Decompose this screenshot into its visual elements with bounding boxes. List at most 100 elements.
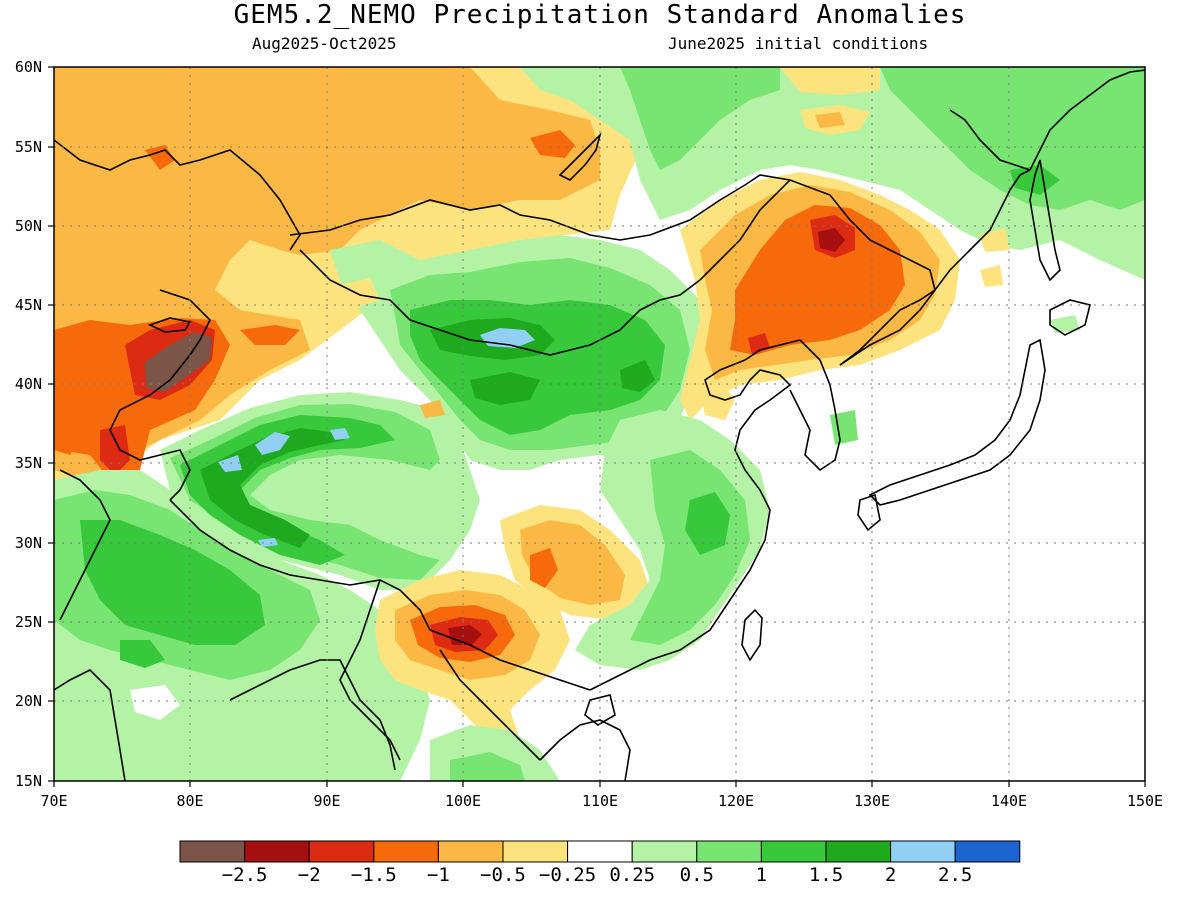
lat-label: 30N [15, 534, 42, 552]
lon-label: 80E [176, 792, 203, 810]
lon-label: 110E [582, 792, 618, 810]
colorbar-swatch [567, 840, 633, 863]
lat-label: 25N [15, 613, 42, 631]
colorbar-swatch [696, 840, 762, 863]
dry-siberia-patch2 [780, 67, 880, 95]
colorbar-swatch [890, 840, 956, 863]
colorbar-swatch [308, 840, 375, 863]
colorbar-label: 2 [885, 864, 896, 886]
colorbar-swatch [760, 840, 827, 863]
wet-region-indochina [450, 752, 525, 781]
taiwan [741, 608, 763, 662]
colorbar-label: −2 [298, 864, 321, 886]
coast-korea [789, 339, 841, 472]
lon-axis-labels: 70E 80E 90E 100E 110E 120E 130E 140E 150… [40, 792, 1163, 810]
lon-label: 120E [718, 792, 754, 810]
border-russia-mongolia [289, 174, 791, 241]
colorbar-swatch [244, 840, 310, 863]
lat-axis-labels: 15N 20N 25N 30N 35N 40N 45N 50N 55N 60N [15, 58, 42, 790]
colorbar-label: −1.5 [351, 864, 397, 886]
sakhalin [1029, 159, 1061, 282]
coast-okhotsk-inner [949, 109, 1031, 171]
dry-region-north-orange3 [530, 130, 575, 158]
coast-indochina [539, 719, 631, 781]
lat-label: 45N [15, 296, 42, 314]
colorbar-label: 2.5 [938, 864, 972, 886]
lat-label: 50N [15, 217, 42, 235]
colorbar: −2.5 −2 −1.5 −1 −0.5 −0.25 0.25 0.5 1 1.5 2 2.5 [179, 840, 1021, 886]
lat-label: 60N [15, 58, 42, 76]
dry-region-southchina-orange [530, 548, 558, 588]
wet-blue-4 [258, 538, 278, 547]
dry-hokkaido [980, 265, 1003, 287]
lat-label: 35N [15, 454, 42, 472]
coast-russia-pacific [839, 169, 1031, 366]
dry-region-north-orange4 [240, 325, 300, 345]
dry-region-north-orange5 [54, 385, 90, 455]
border-laos [439, 649, 541, 761]
grid-lines [54, 67, 1145, 781]
dry-kamchatka [980, 228, 1010, 252]
dry-north-patch-yellow [340, 278, 380, 308]
coast-okhotsk [1029, 69, 1145, 171]
wet-region-fareast-mid [1010, 165, 1060, 195]
border-china-vietnam [429, 629, 591, 691]
lake-balkhash [147, 317, 192, 333]
lat-label: 40N [15, 375, 42, 393]
border-myanmar [339, 579, 401, 761]
tick-marks [48, 66, 1146, 787]
dry-region-north-orange2 [145, 145, 175, 170]
lon-label: 140E [991, 792, 1027, 810]
dry-region-ne-orange [730, 205, 905, 355]
colorbar-swatch [502, 840, 569, 863]
lon-label: 130E [854, 792, 890, 810]
wet-region-india-mid2 [120, 640, 165, 668]
colorbar-label: 0.25 [609, 864, 655, 886]
dry-siberia-patch3 [815, 112, 845, 128]
lat-label: 20N [15, 692, 42, 710]
colorbar-label: −0.5 [480, 864, 526, 886]
border-china-mongolia [299, 249, 701, 356]
wet-blue-1 [255, 432, 290, 455]
forecast-period: Aug2025-Oct2025 [252, 34, 397, 53]
colorbar-label: 0.5 [680, 864, 714, 886]
white-india-patch [130, 685, 180, 720]
coast-india [54, 669, 126, 781]
wet-japan-patch [830, 410, 858, 445]
colorbar-label: −1 [427, 864, 450, 886]
border-kazakhstan-china [109, 289, 211, 501]
dry-north-patch-orange [420, 400, 445, 418]
lon-label: 90E [313, 792, 340, 810]
wet-region-tibet-mid [180, 415, 395, 565]
colorbar-swatch [179, 840, 246, 863]
hokkaido [1049, 299, 1091, 336]
colorbar-label: 1 [756, 864, 767, 886]
initial-conditions: June2025 initial conditions [668, 34, 929, 53]
colorbar-label: −2.5 [222, 864, 268, 886]
coast-china [589, 339, 801, 691]
wet-region-india-mid [80, 520, 265, 645]
lat-label: 15N [15, 772, 42, 790]
anomaly-field [54, 67, 1145, 781]
wet-region-eastchina [630, 450, 750, 645]
lon-label: 70E [40, 792, 67, 810]
colorbar-swatch [954, 840, 1021, 863]
wet-region-mongolia-dark2 [470, 372, 540, 405]
hainan [584, 694, 616, 726]
lat-label: 55N [15, 138, 42, 156]
lake-baikal [558, 132, 602, 181]
colorbar-swatch [373, 840, 439, 863]
colorbar-swatch [825, 840, 892, 863]
border-northeast-china [699, 179, 936, 366]
dry-region-ne-darkred [818, 228, 845, 252]
border-russia-kazakhstan [54, 139, 301, 251]
wet-region-eastchina-mid [685, 492, 730, 555]
map-title: GEM5.2_NEMO Precipitation Standard Anoma… [233, 0, 967, 30]
coastlines-and-borders [54, 69, 1145, 781]
kyushu [857, 493, 881, 532]
dry-region-north-red2 [100, 425, 130, 475]
border-himalaya [169, 499, 431, 631]
colorbar-swatch [631, 840, 698, 863]
lon-label: 150E [1127, 792, 1163, 810]
